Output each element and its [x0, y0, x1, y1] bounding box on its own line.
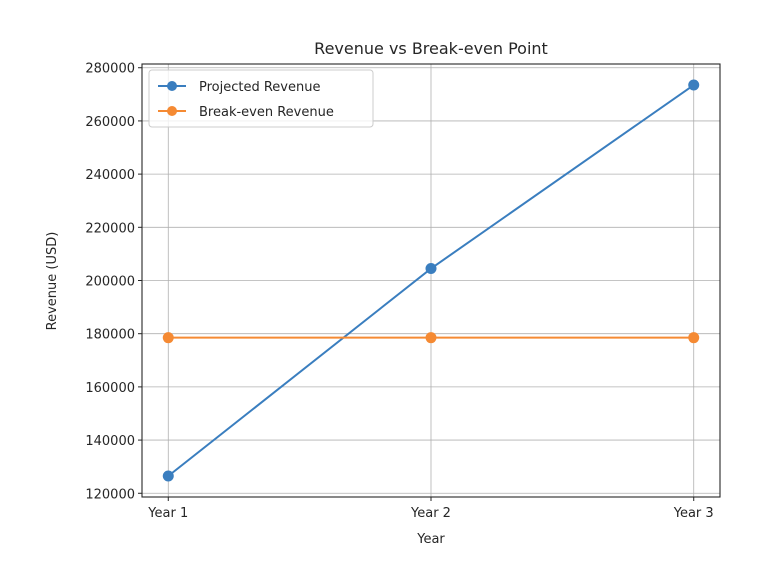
data-point-marker — [162, 470, 174, 482]
x-axis-label: Year — [416, 532, 445, 547]
y-tick-label: 160000 — [85, 381, 135, 396]
data-series — [162, 79, 700, 482]
x-tick-label: Year 3 — [673, 506, 714, 521]
y-tick-label: 280000 — [85, 62, 135, 77]
legend-item-projected: Projected Revenue — [158, 80, 320, 95]
data-point-marker — [162, 332, 174, 344]
legend-item-break-even: Break-even Revenue — [158, 105, 334, 120]
y-tick-label: 220000 — [85, 221, 135, 236]
grid-lines — [142, 64, 720, 497]
y-tick-label: 140000 — [85, 434, 135, 449]
y-tick-label: 120000 — [85, 487, 135, 502]
legend: Projected Revenue Break-even Revenue — [148, 69, 374, 128]
legend-label: Projected Revenue — [199, 80, 320, 95]
x-tick-label: Year 2 — [410, 506, 451, 521]
data-point-marker — [688, 79, 700, 91]
legend-label: Break-even Revenue — [199, 105, 334, 120]
y-tick-label: 180000 — [85, 328, 135, 343]
data-point-marker — [688, 332, 700, 344]
x-tick-label: Year 1 — [147, 506, 188, 521]
y-axis-ticks: 120000 140000 160000 180000 200000 220000 2400… — [85, 62, 142, 502]
data-point-marker — [425, 263, 437, 275]
y-tick-label: 240000 — [85, 168, 135, 183]
y-axis-label: Revenue (USD) — [45, 232, 60, 331]
series-0 — [162, 79, 700, 482]
chart-title: Revenue vs Break-even Point — [314, 39, 548, 58]
legend-box — [148, 69, 374, 128]
x-axis-ticks: Year 1 Year 2 Year 3 — [147, 497, 714, 521]
legend-marker-icon — [167, 81, 177, 91]
y-tick-label: 200000 — [85, 275, 135, 290]
legend-marker-icon — [167, 106, 177, 116]
data-point-marker — [425, 332, 437, 344]
series-1 — [162, 332, 700, 344]
y-tick-label: 260000 — [85, 115, 135, 130]
